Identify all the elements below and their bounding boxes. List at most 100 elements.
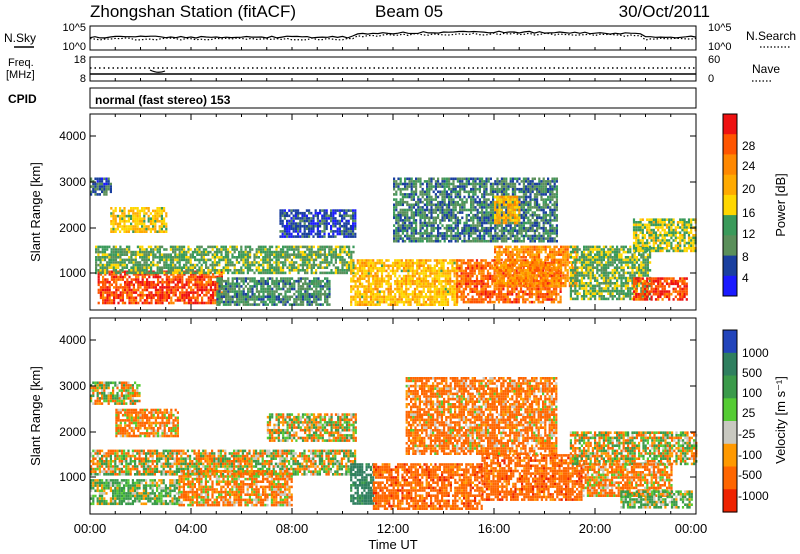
heatmap-cell [553,261,556,264]
heatmap-cell [467,293,470,296]
heatmap-cell [480,272,483,275]
heatmap-cell [460,267,463,270]
heatmap-cell [453,293,456,296]
heatmap-cell [253,285,256,288]
heatmap-cell [627,256,630,259]
heatmap-cell [517,298,520,301]
heatmap-cell [135,280,138,284]
heatmap-cell [141,220,144,223]
heatmap-cell [374,298,377,301]
heatmap-cell [275,287,278,291]
heatmap-cell [110,227,113,231]
heatmap-cell [524,274,527,277]
heatmap-cell [496,274,499,277]
heatmap-cell [161,266,164,269]
heatmap-cell [301,258,304,262]
heatmap-cell [513,298,516,301]
heatmap-cell [354,290,357,293]
heatmap-cell [572,245,575,249]
heatmap-cell [288,295,291,299]
heatmap-cell [137,280,140,284]
heatmap-cell [231,245,234,249]
heatmap-cell [110,212,113,215]
heatmap-cell [569,276,572,280]
heatmap-cell [642,269,645,272]
heatmap-cell [464,274,468,278]
heatmap-cell [196,278,199,281]
heatmap-cell [576,279,579,282]
heatmap-cell [363,272,366,275]
heatmap-cell [394,274,397,278]
heatmap-cell [242,269,245,272]
heatmap-cell [361,285,364,288]
heatmap-cell [310,271,313,275]
heatmap-cell [639,249,642,253]
heatmap-cell [227,277,230,280]
heatmap-cell [505,258,508,262]
heatmap-cell [323,258,326,262]
heatmap-cell [119,248,122,251]
heatmap-cell [611,261,614,264]
heatmap-cell [560,284,563,288]
heatmap-cell [154,225,157,228]
noise-panel-ticks [89,47,697,50]
heatmap-cell [114,209,117,213]
heatmap-cell [596,248,599,251]
heatmap-cell [247,300,250,304]
heatmap-cell [587,297,590,301]
heatmap-cell [391,269,395,273]
heatmap-cell [99,286,102,289]
heatmap-cell [211,256,214,259]
heatmap-cell [442,272,445,275]
heatmap-cell [299,292,302,296]
heatmap-cell [564,274,567,277]
heatmap-cell [308,258,311,262]
heatmap-cell [497,295,501,299]
heatmap-cell [358,295,362,299]
heatmap-cell [361,282,364,286]
heatmap-cell [396,261,399,265]
heatmap-cell [557,253,560,256]
heatmap-cell [394,282,397,286]
heatmap-cell [258,295,261,299]
heatmap-cell [321,292,324,296]
heatmap-cell [646,285,649,288]
heatmap-cell [312,253,315,256]
heatmap-cell [152,248,155,251]
heatmap-cell [389,274,392,278]
heatmap-cell [156,250,159,254]
heatmap-cell [235,269,238,272]
heatmap-cell [374,272,377,275]
heatmap-cell [555,290,558,293]
heatmap-cell [104,296,107,300]
heatmap-cell [301,250,304,254]
heatmap-cell [480,261,483,265]
heatmap-cell [661,290,664,293]
heatmap-cell [356,280,359,283]
heatmap-cell [202,258,205,262]
heatmap-cell [297,263,300,267]
heatmap-cell [380,267,384,270]
heatmap-cell [402,267,406,270]
heatmap-cell [174,256,177,259]
heatmap-cell [293,300,296,304]
heatmap-cell [251,279,254,283]
heatmap-cell [396,280,399,283]
heatmap-cell [685,290,688,293]
heatmap-cell [409,261,412,265]
heatmap-cell [172,269,175,272]
heatmap-cell [337,269,340,272]
heatmap-cell [475,285,479,288]
heatmap-cell [95,263,98,267]
heatmap-cell [681,295,684,299]
heatmap-cell [509,276,512,280]
heatmap-cell [560,245,563,249]
heatmap-cell [394,300,397,304]
heatmap-cell [158,214,161,218]
heatmap-cell [293,261,296,264]
heatmap-cell [273,292,276,296]
heatmap-cell [150,263,153,267]
heatmap-cell [128,286,131,289]
heatmap-cell [334,258,337,262]
heatmap-cell [387,290,390,293]
